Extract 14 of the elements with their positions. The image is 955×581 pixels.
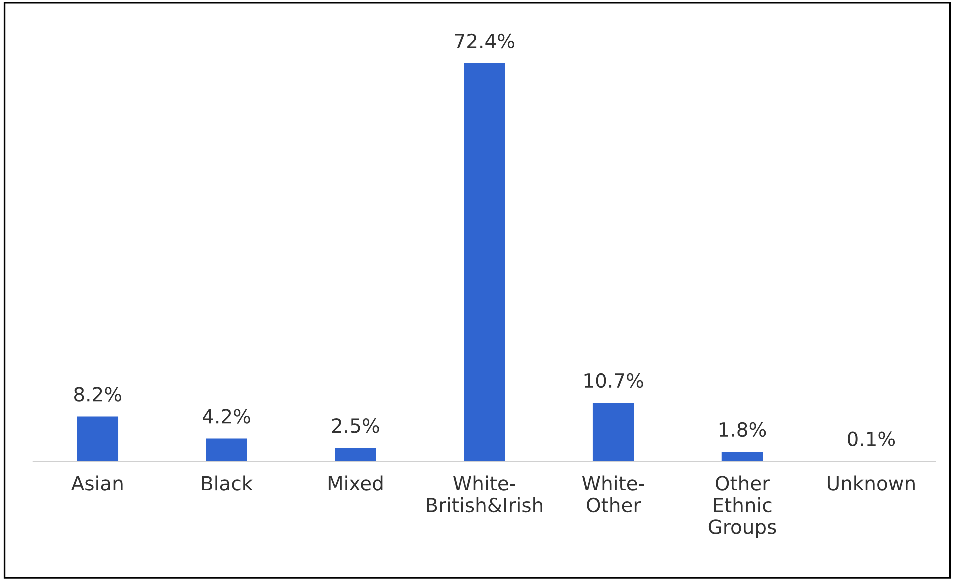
x-tick-label: White- Other xyxy=(582,476,644,513)
x-tick-label: Asian xyxy=(72,476,123,491)
x-tick-label: White- British&Irish xyxy=(427,476,542,513)
x-tick-label: Mixed xyxy=(328,476,383,491)
data-label: 0.1% xyxy=(848,432,896,446)
data-label: 1.8% xyxy=(720,422,766,438)
data-label: 4.2% xyxy=(203,409,250,424)
x-tick-label: Other Ethnic Groups xyxy=(708,476,776,538)
x-tick-label: Unknown xyxy=(828,476,915,491)
data-label: 72.4% xyxy=(455,34,514,49)
data-label: 8.2% xyxy=(74,387,122,402)
data-label: 10.7% xyxy=(584,373,644,388)
data-label: 2.5% xyxy=(332,418,380,434)
x-tick-label: Black xyxy=(202,476,254,491)
